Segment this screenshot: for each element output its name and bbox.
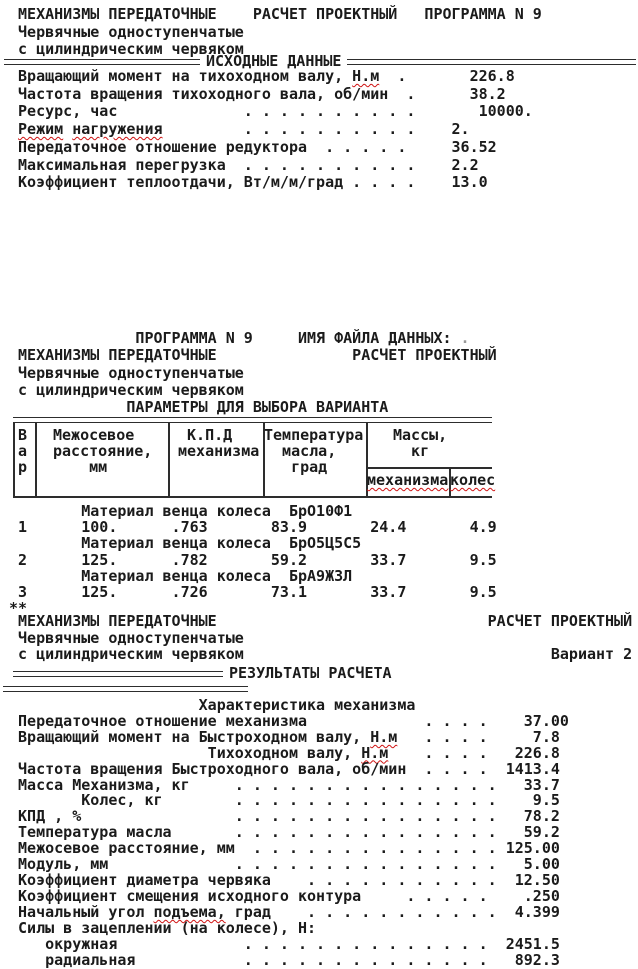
table-header-center-distance: Межосевое расстояние, мм [53, 426, 153, 476]
table-header-efficiency: К.П.Д механизма [178, 426, 260, 460]
misspelled-word: подъема, [153, 902, 226, 921]
table-border-bottom [13, 496, 492, 498]
input-data-separator: ИСХОДНЫЕ ДАННЫЕ [4, 54, 636, 69]
results-title: РЕЗУЛЬТАТЫ РАСЧЕТА [229, 664, 392, 682]
misspelled-word: Н.м [370, 727, 398, 746]
table-mass-subheader-rule [366, 467, 492, 469]
table-subheader-mass-mechanism: механизма [367, 471, 449, 489]
table-subheader-mass-wheels: колес [450, 471, 496, 489]
misspelled-word: Режим [18, 120, 64, 139]
faint-mark: . [460, 329, 470, 347]
table-divider-efficiency [263, 423, 265, 496]
table-divider-oil-temp [366, 423, 368, 496]
misspelled-word: Н.м [361, 743, 389, 762]
table-divider-center-distance [168, 423, 170, 496]
report3-header: МЕХАНИЗМЫ ПЕРЕДАТОЧНЫЕ РАСЧЕТ ПРОЕКТНЫЙ … [18, 612, 633, 664]
results-rule-left [13, 670, 223, 677]
results-underline-rule [3, 686, 248, 692]
report2-header: ПРОГРАММА N 9 ИМЯ ФАЙЛА ДАННЫХ: . МЕХАНИ… [9, 329, 497, 417]
table-divider-mass-sub [449, 469, 451, 496]
separator-rule-right [347, 58, 636, 65]
table-border-top [13, 417, 492, 423]
table-header-variant: В а р [18, 426, 28, 476]
variant-table-body: Материал венца колеса БрО10Ф1 1 100. .76… [9, 502, 497, 618]
report1-header: МЕХАНИЗМЫ ПЕРЕДАТОЧНЫЕ РАСЧЕТ ПРОЕКТНЫЙ … [18, 5, 542, 59]
input-data-title: ИСХОДНЫЕ ДАННЫЕ [206, 52, 342, 70]
table-border-left [13, 423, 15, 496]
misspelled-word: Н.м [352, 67, 380, 85]
results-separator: РЕЗУЛЬТАТЫ РАСЧЕТА [13, 666, 392, 681]
input-data-lines: Вращающий момент на тихоходном валу, Н.м… [9, 67, 533, 192]
table-header-oil-temp: Температура масла, град [264, 426, 364, 476]
table-divider-variant [35, 423, 37, 496]
results-lines: Характеристика механизма Передаточное от… [9, 696, 569, 969]
separator-rule-left [4, 58, 200, 65]
table-header-mass: Массы, кг [393, 426, 448, 460]
misspelled-word: нагружения [72, 120, 163, 139]
